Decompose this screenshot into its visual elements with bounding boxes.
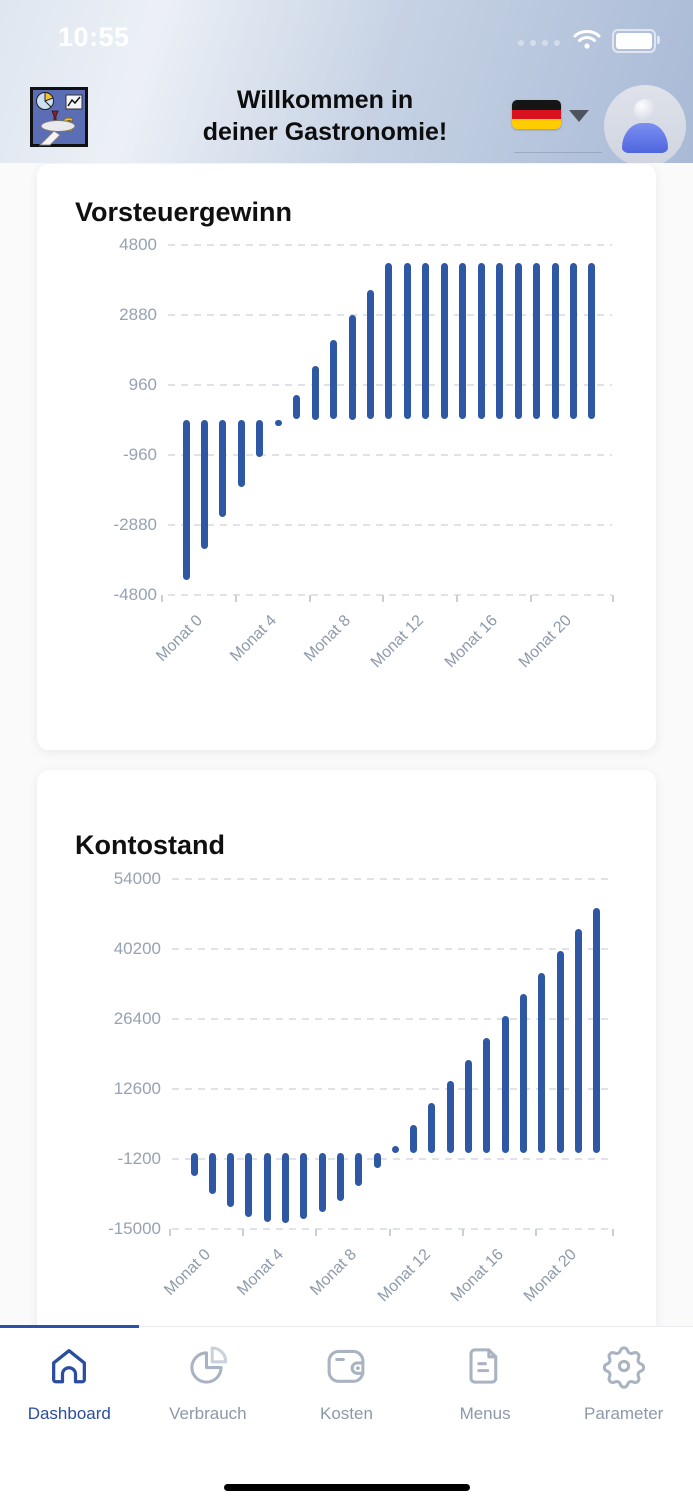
- wallet-icon: [323, 1343, 369, 1394]
- tab-verbrauch[interactable]: Verbrauch: [139, 1343, 278, 1424]
- page-title: Willkommen in deiner Gastronomie!: [150, 84, 500, 148]
- tab-label: Parameter: [583, 1404, 664, 1423]
- vorsteuergewinn-card: [37, 164, 656, 750]
- tab-label: Verbrauch: [169, 1404, 247, 1423]
- active-tab-indicator: [0, 1325, 139, 1328]
- gastronomy-app-logo: €: [30, 87, 88, 152]
- app-header: 10:55 € Willk: [0, 0, 693, 163]
- chart-title-kontostand: Kontostand: [75, 830, 225, 861]
- home-indicator-bar[interactable]: [224, 1484, 470, 1491]
- document-icon: [462, 1343, 508, 1394]
- user-avatar-icon[interactable]: [604, 85, 686, 163]
- language-select-underline: [514, 152, 602, 153]
- tab-label: Menus: [459, 1404, 511, 1423]
- chart-title-vorsteuergewinn: Vorsteuergewinn: [75, 197, 293, 228]
- home-icon: [46, 1343, 92, 1394]
- status-time: 10:55: [58, 22, 130, 52]
- tab-label: Kosten: [320, 1404, 373, 1423]
- page-title-line2: deiner Gastronomie!: [202, 118, 448, 146]
- tab-parameter[interactable]: Parameter: [554, 1343, 693, 1424]
- cellular-signal-icon: [518, 40, 560, 46]
- tab-menus[interactable]: Menus: [416, 1343, 555, 1424]
- page-title-line1: Willkommen in: [236, 86, 414, 114]
- tab-dashboard[interactable]: Dashboard: [0, 1343, 139, 1424]
- battery-icon: [612, 29, 660, 53]
- wifi-icon: [572, 28, 602, 55]
- tab-label: Dashboard: [27, 1404, 111, 1423]
- tab-kosten[interactable]: Kosten: [277, 1343, 416, 1424]
- chevron-down-icon[interactable]: [569, 110, 589, 122]
- tab-bar: Dashboard Verbrauch: [0, 1325, 693, 1500]
- german-flag-icon[interactable]: [512, 100, 561, 129]
- gear-icon: [601, 1343, 647, 1394]
- pie-chart-icon: [185, 1343, 231, 1394]
